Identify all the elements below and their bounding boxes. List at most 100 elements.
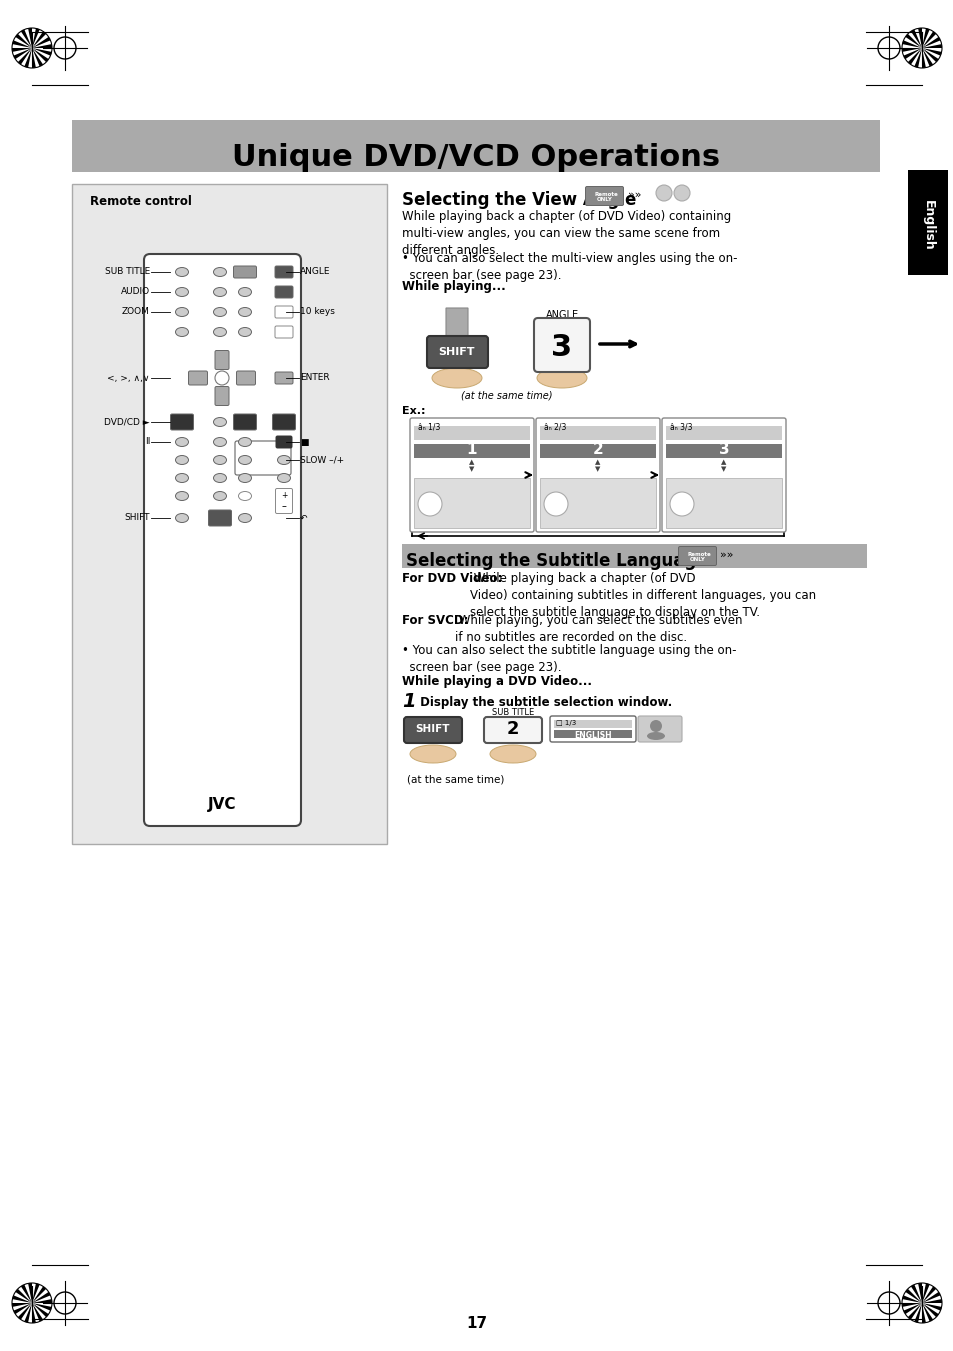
Wedge shape [32,49,51,55]
Text: English: English [921,200,934,250]
Text: (at the same time): (at the same time) [460,390,552,400]
FancyBboxPatch shape [236,372,255,385]
Text: 17: 17 [466,1316,487,1331]
Circle shape [543,492,567,516]
FancyBboxPatch shape [550,716,636,742]
FancyBboxPatch shape [661,417,785,532]
Wedge shape [12,1302,32,1306]
Wedge shape [15,34,32,49]
Wedge shape [921,45,941,49]
Text: »»: »» [627,190,640,200]
Wedge shape [28,1283,32,1302]
Text: âₙ 2/3: âₙ 2/3 [543,423,566,432]
Circle shape [417,492,441,516]
FancyBboxPatch shape [427,336,488,367]
Wedge shape [921,1300,941,1302]
Text: âₙ 3/3: âₙ 3/3 [669,423,692,432]
Text: • You can also select the subtitle language using the on-
  screen bar (see page: • You can also select the subtitle langu… [401,644,736,674]
Text: Remote: Remote [687,553,711,557]
Text: ▲: ▲ [595,459,600,465]
Ellipse shape [238,455,252,465]
Text: SHIFT: SHIFT [416,724,450,734]
Ellipse shape [646,732,664,740]
Text: JVC: JVC [208,797,236,812]
Wedge shape [13,1302,32,1315]
Text: DVD/CD ►: DVD/CD ► [104,417,150,427]
Text: 3: 3 [551,334,572,362]
FancyBboxPatch shape [273,413,295,430]
FancyBboxPatch shape [403,717,461,743]
FancyBboxPatch shape [410,417,534,532]
Circle shape [649,720,661,732]
Circle shape [669,492,693,516]
FancyBboxPatch shape [539,478,656,528]
Ellipse shape [432,367,481,388]
Text: Selecting the View Angle: Selecting the View Angle [401,190,636,209]
Wedge shape [12,1296,32,1302]
FancyBboxPatch shape [214,386,229,405]
Text: 1: 1 [466,442,476,457]
FancyBboxPatch shape [274,266,293,278]
FancyBboxPatch shape [71,120,879,172]
Ellipse shape [175,327,189,336]
FancyBboxPatch shape [665,444,781,458]
Ellipse shape [213,308,226,316]
Text: 2: 2 [592,442,602,457]
Text: ▲: ▲ [720,459,726,465]
FancyBboxPatch shape [554,730,631,738]
Text: Display the subtitle selection window.: Display the subtitle selection window. [416,696,672,709]
Wedge shape [921,31,935,49]
Wedge shape [921,1302,938,1317]
Wedge shape [32,31,46,49]
Text: Remote: Remote [595,192,618,197]
Text: While playing, you can select the subtitles even
if no subtitles are recorded on: While playing, you can select the subtit… [455,613,741,644]
Wedge shape [32,49,36,68]
Text: ENTER: ENTER [299,373,330,382]
Wedge shape [32,28,40,49]
Wedge shape [921,1292,940,1302]
Ellipse shape [213,438,226,446]
FancyBboxPatch shape [665,426,781,440]
Ellipse shape [213,473,226,482]
FancyBboxPatch shape [536,417,659,532]
Text: Remote control: Remote control [90,195,192,208]
FancyBboxPatch shape [171,413,193,430]
Ellipse shape [175,513,189,523]
Ellipse shape [175,455,189,465]
Ellipse shape [175,492,189,500]
FancyBboxPatch shape [665,478,781,528]
Wedge shape [13,49,32,59]
Text: SUB TITLE: SUB TITLE [105,267,150,277]
FancyBboxPatch shape [585,186,623,205]
Wedge shape [32,1300,52,1302]
Wedge shape [32,45,52,49]
FancyBboxPatch shape [907,170,947,276]
Wedge shape [921,1302,925,1323]
Text: While playing a DVD Video...: While playing a DVD Video... [401,676,592,688]
Wedge shape [902,1302,921,1315]
Text: (at the same time): (at the same time) [407,774,504,784]
Text: Unique DVD/VCD Operations: Unique DVD/VCD Operations [232,143,720,173]
Wedge shape [25,1302,32,1323]
Wedge shape [15,1289,32,1302]
Wedge shape [913,1302,921,1323]
Text: 1: 1 [401,692,416,711]
Ellipse shape [213,417,226,427]
Text: ■: ■ [299,438,308,446]
Text: SHIFT: SHIFT [438,347,475,357]
Wedge shape [32,49,43,66]
Text: –: – [281,501,286,511]
Ellipse shape [238,327,252,336]
Text: SUB TITLE: SUB TITLE [492,708,534,717]
Wedge shape [28,28,32,49]
Text: ZOOM: ZOOM [122,308,150,316]
Wedge shape [902,41,921,49]
Wedge shape [32,1283,40,1302]
FancyBboxPatch shape [214,350,229,370]
Wedge shape [902,1296,921,1302]
Wedge shape [921,49,941,55]
Ellipse shape [238,513,252,523]
Wedge shape [921,49,925,68]
FancyBboxPatch shape [274,305,293,317]
Wedge shape [921,28,928,49]
